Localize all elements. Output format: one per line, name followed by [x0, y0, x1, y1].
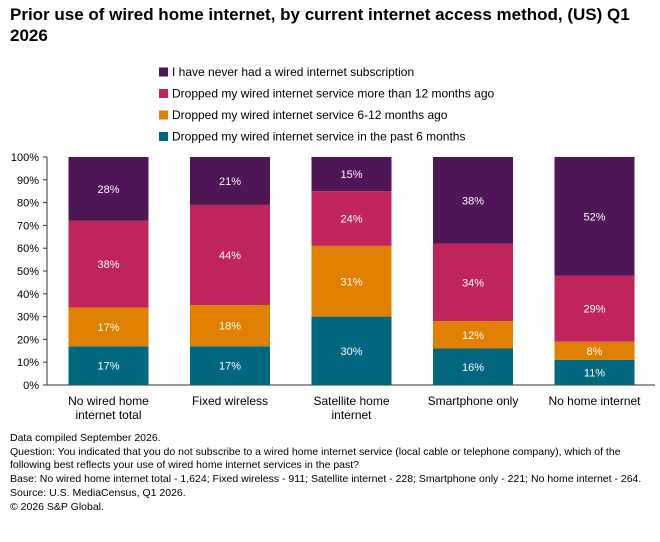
bar-segment — [433, 321, 513, 349]
data-label: 38% — [462, 195, 484, 207]
x-tick-label-line: No wired home — [68, 394, 149, 408]
y-tick-label: 10% — [17, 357, 39, 369]
data-label: 44% — [219, 250, 241, 262]
y-tick-label: 20% — [17, 334, 39, 346]
legend-label: Dropped my wired internet service more t… — [172, 87, 494, 101]
x-tick-label: No home internet — [548, 394, 641, 408]
bar-segment — [433, 243, 513, 322]
bar-segment — [68, 157, 149, 221]
x-tick-label-line: Satellite home — [313, 394, 389, 408]
bar-segment — [554, 275, 635, 342]
y-tick-label: 60% — [17, 243, 39, 255]
data-label: 16% — [462, 362, 484, 374]
y-tick-label: 100% — [11, 152, 39, 164]
data-label: 11% — [584, 367, 605, 379]
bar-segment — [311, 191, 392, 246]
x-tick-label-line: internet total — [75, 408, 141, 422]
data-label: 21% — [219, 176, 241, 188]
data-label: 17% — [219, 361, 241, 373]
legend-swatch — [159, 132, 168, 141]
data-label: 29% — [583, 304, 605, 316]
data-label: 52% — [583, 211, 605, 223]
bar-group: 17% 18% 44% 21% — [190, 157, 270, 385]
bar-group: 17% 17% 38% 28% — [68, 157, 149, 385]
bar-group: 11% 8% 29% 52% — [554, 157, 635, 385]
bar-group: 30% 31% 24% 15% — [311, 157, 392, 385]
chart-legend: I have never had a wired internet subscr… — [159, 65, 494, 144]
x-tick-label-line: No home internet — [548, 394, 641, 408]
bar-segment — [554, 359, 635, 385]
y-tick-label: 30% — [17, 312, 39, 324]
chart-notes: Data compiled September 2026. Question: … — [10, 432, 655, 514]
data-label: 17% — [97, 322, 119, 334]
y-tick-label: 50% — [17, 266, 39, 278]
x-tick-label: Smartphone only — [428, 394, 519, 408]
data-label: 15% — [340, 169, 362, 181]
chart-title: Prior use of wired home internet, by cur… — [10, 5, 630, 45]
x-tick-label-line: internet — [331, 408, 372, 422]
bar-segment — [311, 245, 392, 317]
data-label: 8% — [587, 346, 603, 358]
data-label: 34% — [462, 277, 484, 289]
bar-group: 16% 12% 34% 38% — [433, 157, 513, 385]
data-label: 28% — [97, 184, 119, 196]
data-label: 30% — [340, 346, 362, 358]
bar-groups: 17%17%38%28%17%18%44%21%30%31%24%15%16%1… — [68, 157, 635, 385]
bar-segment — [68, 346, 149, 385]
legend-swatch — [159, 89, 168, 98]
bar-segment — [554, 341, 635, 360]
y-tick-label: 40% — [17, 289, 39, 301]
x-tick-label: No wired home internet total — [68, 394, 149, 422]
legend-label: Dropped my wired internet service in the… — [172, 130, 465, 144]
y-tick-label: 90% — [17, 175, 39, 187]
data-label: 31% — [340, 276, 362, 288]
copyright-note: © 2026 S&P Global. — [10, 501, 104, 513]
bar-segment — [311, 316, 392, 385]
data-label: 38% — [97, 259, 119, 271]
data-label: 24% — [340, 214, 362, 226]
legend-swatch — [159, 110, 168, 120]
bar-segment — [68, 220, 149, 308]
bar-segment — [433, 348, 513, 385]
bar-segment — [311, 157, 392, 192]
x-tick-label-line: Fixed wireless — [192, 394, 268, 408]
data-label: 18% — [219, 321, 241, 333]
legend-label: I have never had a wired internet subscr… — [172, 65, 414, 79]
legend-label: Dropped my wired internet service 6-12 m… — [172, 108, 448, 122]
x-axis-labels: No wired home internet total Fixed wireles… — [68, 394, 641, 422]
source-note: Source: U.S. MediaCensus, Q1 2026. — [10, 487, 186, 499]
stacked-bar-chart: I have never had a wired internet subscr… — [11, 65, 655, 422]
y-tick-label: 70% — [17, 220, 39, 232]
base-note: Base: No wired home internet total - 1,6… — [10, 473, 642, 485]
bar-segment — [190, 305, 270, 347]
x-tick-label: Satellite home internet — [313, 394, 389, 422]
compiled-note: Data compiled September 2026. — [10, 432, 161, 444]
question-note: Question: You indicated that you do not … — [10, 446, 621, 471]
bar-segment — [433, 157, 513, 244]
bar-segment — [190, 157, 270, 205]
bar-segment — [554, 157, 635, 276]
bar-segment — [190, 346, 270, 385]
y-tick-label: 80% — [17, 198, 39, 210]
x-tick-label: Fixed wireless — [192, 394, 268, 408]
data-label: 12% — [462, 330, 484, 342]
y-tick-label: 0% — [23, 380, 39, 392]
bar-segment — [190, 204, 270, 306]
bar-segment — [68, 307, 149, 347]
data-label: 17% — [97, 361, 119, 373]
legend-swatch — [159, 67, 168, 77]
x-tick-label-line: Smartphone only — [428, 394, 519, 408]
